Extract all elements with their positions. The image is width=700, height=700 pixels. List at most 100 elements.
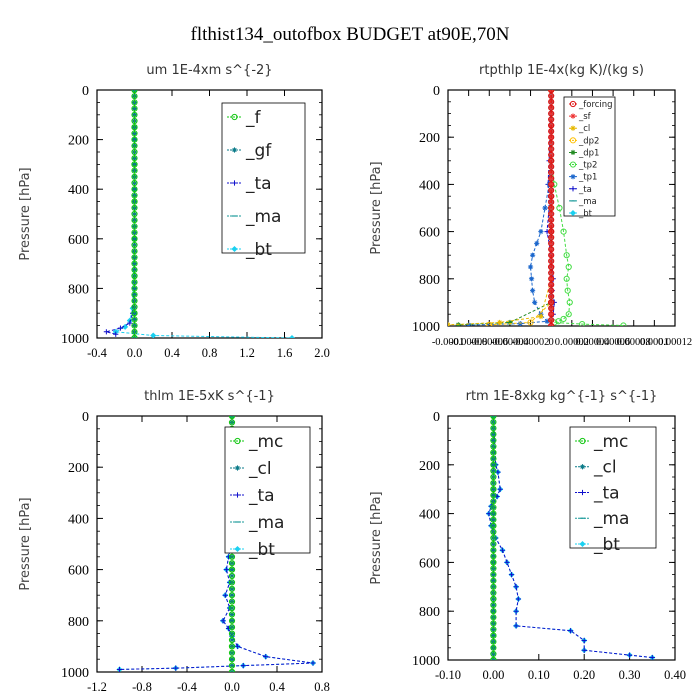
legend-entry: _tp2 <box>569 161 597 171</box>
data-point <box>131 310 138 317</box>
data-point <box>548 252 555 259</box>
legend-label: _ma <box>593 509 629 529</box>
data-point <box>548 211 554 217</box>
data-point <box>131 155 138 161</box>
data-point <box>548 217 554 223</box>
data-point <box>548 145 555 153</box>
data-point <box>548 305 554 311</box>
data-point <box>513 584 519 590</box>
data-point <box>490 480 497 487</box>
data-point <box>517 321 523 326</box>
series-f <box>131 90 138 338</box>
data-point <box>490 461 497 468</box>
legend-marker <box>231 113 238 121</box>
data-point <box>548 169 555 176</box>
x-tick-label: 0.00012 <box>658 337 692 348</box>
series-tp1 <box>466 90 554 326</box>
legend-marker <box>570 149 576 156</box>
data-point <box>131 272 138 280</box>
data-point <box>131 173 138 180</box>
data-point <box>490 626 496 633</box>
x-tick-label: 1.6 <box>277 346 293 360</box>
y-tick-label: 400 <box>68 183 89 198</box>
data-point <box>131 266 138 273</box>
data-point <box>131 316 138 323</box>
data-point <box>496 319 503 326</box>
data-point <box>131 198 138 205</box>
data-point <box>127 320 133 326</box>
data-point <box>228 419 236 426</box>
data-point <box>548 269 555 276</box>
data-point <box>528 276 535 282</box>
data-point <box>131 260 138 267</box>
data-point <box>507 319 513 326</box>
data-point <box>240 663 246 669</box>
data-point <box>560 315 567 323</box>
data-point <box>131 130 138 136</box>
data-point <box>490 608 497 615</box>
data-point <box>530 288 536 294</box>
legend-label: _tp1 <box>578 173 597 183</box>
legend-marker <box>569 137 577 144</box>
legend-marker <box>234 465 241 471</box>
x-tick-label: 0.8 <box>202 346 218 360</box>
data-point <box>228 668 236 672</box>
data-point <box>527 319 534 326</box>
data-point <box>490 571 497 578</box>
data-point <box>228 611 236 618</box>
y-tick-label: 0 <box>82 410 89 425</box>
data-point <box>228 416 236 420</box>
data-point <box>504 559 510 565</box>
data-point <box>490 492 496 498</box>
data-point <box>222 592 228 598</box>
data-point <box>490 431 497 438</box>
y-tick-label: 200 <box>68 134 89 149</box>
data-point <box>565 263 572 271</box>
data-point <box>228 656 236 663</box>
data-point <box>228 560 236 567</box>
legend-label: _gf <box>245 141 272 161</box>
legend-entry: _ma <box>575 509 629 529</box>
legend-entry: _ma <box>230 513 284 533</box>
chart-panel-2: rtpthlp 1E-4x(kg K)/(kg s) 0 200 400 600 800 1… <box>369 63 692 348</box>
data-point <box>131 117 138 125</box>
data-point <box>228 643 236 650</box>
data-point <box>131 229 138 236</box>
data-point <box>131 210 138 218</box>
data-point <box>131 217 138 224</box>
data-point <box>490 620 497 627</box>
data-point <box>548 175 554 182</box>
data-point <box>530 252 536 258</box>
data-point <box>548 216 555 223</box>
data-point <box>490 504 497 511</box>
x-tick-label: 0.20 <box>573 668 595 682</box>
data-point <box>490 431 496 437</box>
legend: _mc _cl _ta _ma _bt <box>569 426 657 555</box>
legend-entry: _f <box>227 108 262 128</box>
x-tick-label: 0.0001 <box>640 337 669 348</box>
data-point <box>131 267 138 273</box>
data-point <box>490 467 497 474</box>
data-point <box>310 660 316 666</box>
data-point <box>490 578 496 584</box>
data-point <box>534 240 540 246</box>
data-point <box>548 275 555 282</box>
data-point <box>620 322 627 326</box>
legend-marker <box>234 437 241 445</box>
legend-label: _bt <box>245 240 272 260</box>
legend-label: _bt <box>578 209 593 219</box>
data-point <box>490 565 497 572</box>
series-line <box>488 416 653 659</box>
data-point <box>113 331 119 337</box>
data-point <box>499 547 506 553</box>
data-point <box>131 261 138 267</box>
data-point <box>131 223 138 230</box>
legend-label: _ma <box>578 197 597 207</box>
data-point <box>548 116 554 123</box>
data-point <box>513 623 519 629</box>
legend-label: _cl <box>248 459 272 479</box>
legend-label: _ta <box>245 174 272 194</box>
data-point <box>490 517 496 523</box>
data-point <box>548 199 555 206</box>
y-tick-label: 600 <box>68 564 89 579</box>
